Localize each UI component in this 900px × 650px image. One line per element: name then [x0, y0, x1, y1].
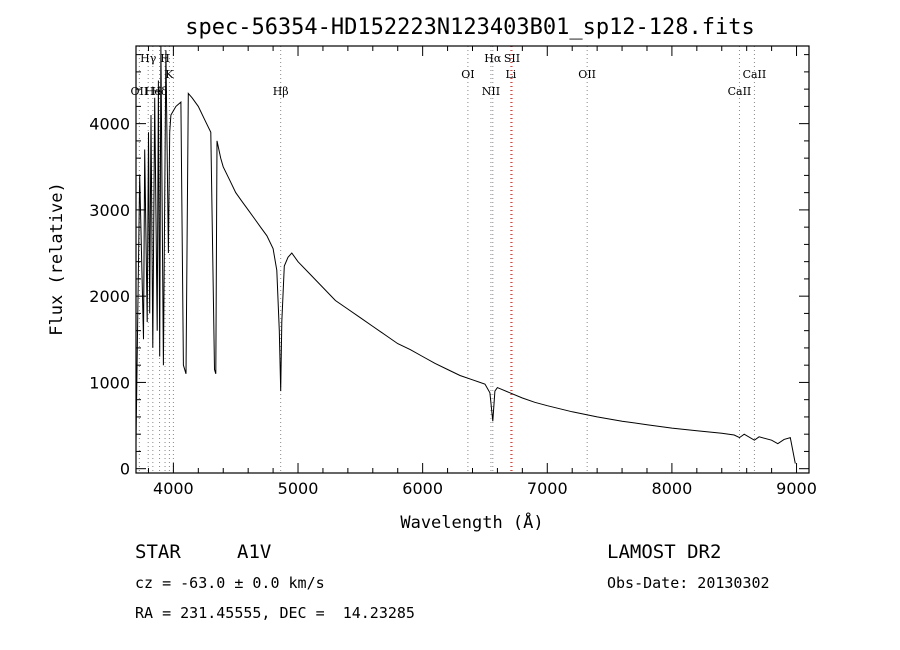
- spectral-line-label: OI: [461, 68, 474, 81]
- spectrum-line: [135, 45, 796, 464]
- spectral-line-label: CaII: [728, 85, 752, 98]
- survey-label: LAMOST DR2: [607, 541, 722, 563]
- spectral-line-label: OII: [131, 85, 149, 98]
- x-tick-label: 5000: [278, 479, 319, 498]
- y-tick-label: 4000: [89, 115, 130, 134]
- coordinates-label: RA = 231.45555, DEC = 14.23285: [135, 604, 415, 622]
- class-label: STAR: [135, 541, 181, 563]
- spectral-line-label: NII: [482, 85, 500, 98]
- redshift-label: cz = -63.0 ± 0.0 km/s: [135, 574, 325, 592]
- spectral-line-label: CaII: [743, 68, 767, 81]
- spectral-line-label: H: [160, 52, 170, 65]
- spectral-line-label: Li: [505, 68, 516, 81]
- chart-title: spec-56354-HD152223N123403B01_sp12-128.f…: [185, 15, 755, 40]
- x-tick-label: 7000: [527, 479, 568, 498]
- spectral-line-label: SII: [504, 52, 520, 65]
- y-tick-label: 2000: [89, 287, 130, 306]
- spectral-line-label: Hα: [484, 52, 502, 65]
- y-axis-label: Flux (relative): [47, 182, 67, 336]
- x-tick-label: 9000: [776, 479, 817, 498]
- subclass-label: A1V: [237, 541, 272, 563]
- x-tick-label: 8000: [652, 479, 693, 498]
- spectral-line-label: OII: [578, 68, 596, 81]
- y-tick-label: 3000: [89, 201, 130, 220]
- x-axis-label: Wavelength (Å): [400, 511, 543, 533]
- spectral-line-label: He: [145, 85, 161, 98]
- x-tick-label: 4000: [153, 479, 194, 498]
- x-tick-label: 6000: [402, 479, 443, 498]
- spectral-line-label: Hδ: [151, 85, 168, 98]
- spectral-line-label: Hβ: [273, 85, 289, 98]
- spectral-line-label: Hγ: [140, 52, 157, 65]
- obs-date-label: Obs-Date: 20130302: [607, 574, 770, 592]
- spectral-line-label: K: [165, 68, 174, 81]
- y-tick-label: 1000: [89, 373, 130, 392]
- y-tick-label: 0: [120, 460, 130, 479]
- plot-frame: [135, 45, 810, 474]
